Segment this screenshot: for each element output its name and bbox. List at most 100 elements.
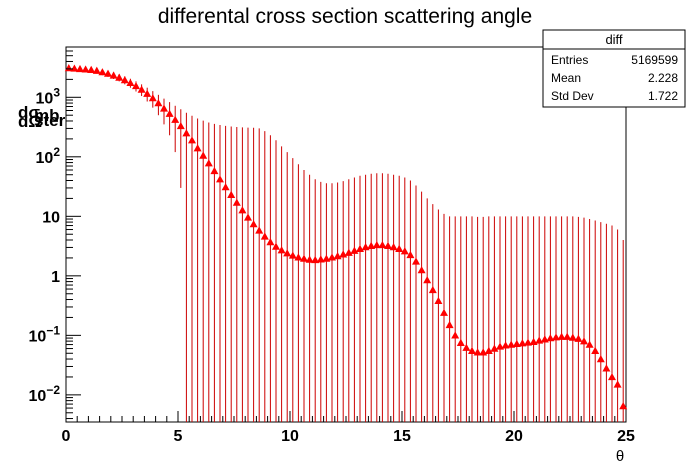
- data-point: [244, 213, 252, 221]
- data-point: [316, 255, 325, 263]
- y-label-num-d: dσ: [18, 103, 40, 122]
- x-tick-label: 5: [174, 428, 183, 445]
- data-point: [596, 355, 605, 363]
- data-point: [171, 115, 180, 123]
- data-point: [98, 68, 107, 76]
- data-point: [490, 344, 499, 352]
- x-tick-label: 0: [62, 428, 71, 445]
- data-point: [372, 240, 381, 249]
- data-point: [132, 81, 140, 90]
- data-point: [462, 343, 471, 351]
- chart-title: differental cross section scattering ang…: [158, 5, 532, 28]
- data-point: [619, 401, 628, 410]
- data-point: [378, 240, 387, 249]
- y-axis-label: dσ dΩ mb ster: [18, 103, 66, 131]
- data-point: [70, 64, 79, 72]
- stats-stddev-label: Std Dev: [551, 89, 594, 103]
- data-point: [115, 73, 124, 81]
- data-point: [176, 121, 185, 130]
- data-point: [249, 220, 258, 228]
- y-tick-label: 102: [36, 145, 61, 167]
- data-point: [210, 166, 219, 175]
- stats-mean-label: Mean: [551, 71, 581, 85]
- data-point: [277, 246, 286, 254]
- data-point: [182, 129, 191, 137]
- data-point: [568, 333, 577, 341]
- data-point: [518, 339, 527, 347]
- x-tick-label: 10: [281, 428, 299, 445]
- y-label-den-d: dΩ: [18, 112, 42, 131]
- y-tick-label: 10: [42, 209, 60, 226]
- data-point: [389, 243, 398, 251]
- stats-entries-label: Entries: [551, 53, 588, 67]
- data-point: [76, 64, 84, 73]
- data-point: [535, 336, 544, 344]
- data-point: [434, 296, 443, 305]
- data-point: [137, 85, 146, 93]
- y-tick-label: 1: [51, 269, 60, 286]
- data-point: [529, 337, 538, 345]
- data-point: [451, 331, 460, 339]
- data-point: [204, 159, 213, 167]
- data-point: [501, 341, 510, 349]
- data-markers: [64, 64, 628, 410]
- data-point: [406, 250, 415, 259]
- data-point: [540, 335, 549, 343]
- stats-box: diff Entries 5169599 Mean 2.228 Std Dev …: [542, 29, 686, 108]
- data-point: [361, 243, 370, 251]
- data-point: [602, 364, 611, 372]
- y-label-den-unit: ster: [34, 111, 66, 130]
- data-point: [613, 380, 622, 388]
- stats-box-title: diff: [605, 32, 622, 47]
- data-point: [395, 244, 404, 252]
- data-point: [585, 340, 594, 348]
- data-point: [160, 104, 168, 112]
- data-point: [468, 346, 476, 355]
- data-point: [367, 241, 376, 249]
- data-point: [216, 175, 224, 183]
- data-point: [524, 338, 532, 346]
- data-point: [574, 334, 583, 342]
- data-point: [126, 78, 135, 87]
- data-point: [563, 332, 572, 340]
- stats-mean-value: 2.228: [648, 71, 678, 85]
- data-point: [288, 251, 297, 259]
- data-point: [428, 285, 437, 294]
- x-axis-ticks: 0 5 10 15 20 25: [62, 411, 635, 445]
- data-point: [148, 94, 157, 102]
- y-tick-label: 103: [36, 85, 61, 107]
- data-point: [350, 246, 359, 254]
- data-point: [64, 64, 73, 72]
- data-point: [512, 339, 521, 348]
- data-point: [154, 99, 163, 107]
- y-tick-label: 10−2: [29, 383, 61, 405]
- data-point: [322, 254, 331, 262]
- data-point: [104, 69, 112, 77]
- data-point: [255, 226, 264, 234]
- data-point: [221, 183, 230, 191]
- data-point: [193, 144, 202, 152]
- stats-stddev-value: 1.722: [648, 89, 678, 103]
- data-point: [384, 241, 392, 249]
- data-point: [507, 340, 516, 348]
- data-point: [294, 253, 303, 261]
- data-point: [300, 254, 308, 262]
- data-point: [445, 320, 454, 329]
- data-point: [328, 253, 336, 261]
- data-point: [608, 372, 616, 381]
- data-point: [423, 276, 432, 284]
- data-point: [344, 248, 353, 256]
- data-point: [283, 249, 292, 257]
- plot-area: 0 5 10 15 20 25 10−2 10−1 1 10 102 103: [29, 46, 635, 445]
- y-label-num-unit: mb: [34, 106, 60, 125]
- data-point: [580, 337, 588, 345]
- data-point: [473, 348, 482, 356]
- data-point: [260, 232, 269, 240]
- y-tick-label: 10−1: [29, 323, 61, 345]
- data-point: [591, 346, 600, 355]
- data-point: [266, 238, 275, 246]
- plot-frame: [65, 46, 627, 423]
- data-point: [227, 190, 236, 198]
- error-bars: [68, 65, 624, 422]
